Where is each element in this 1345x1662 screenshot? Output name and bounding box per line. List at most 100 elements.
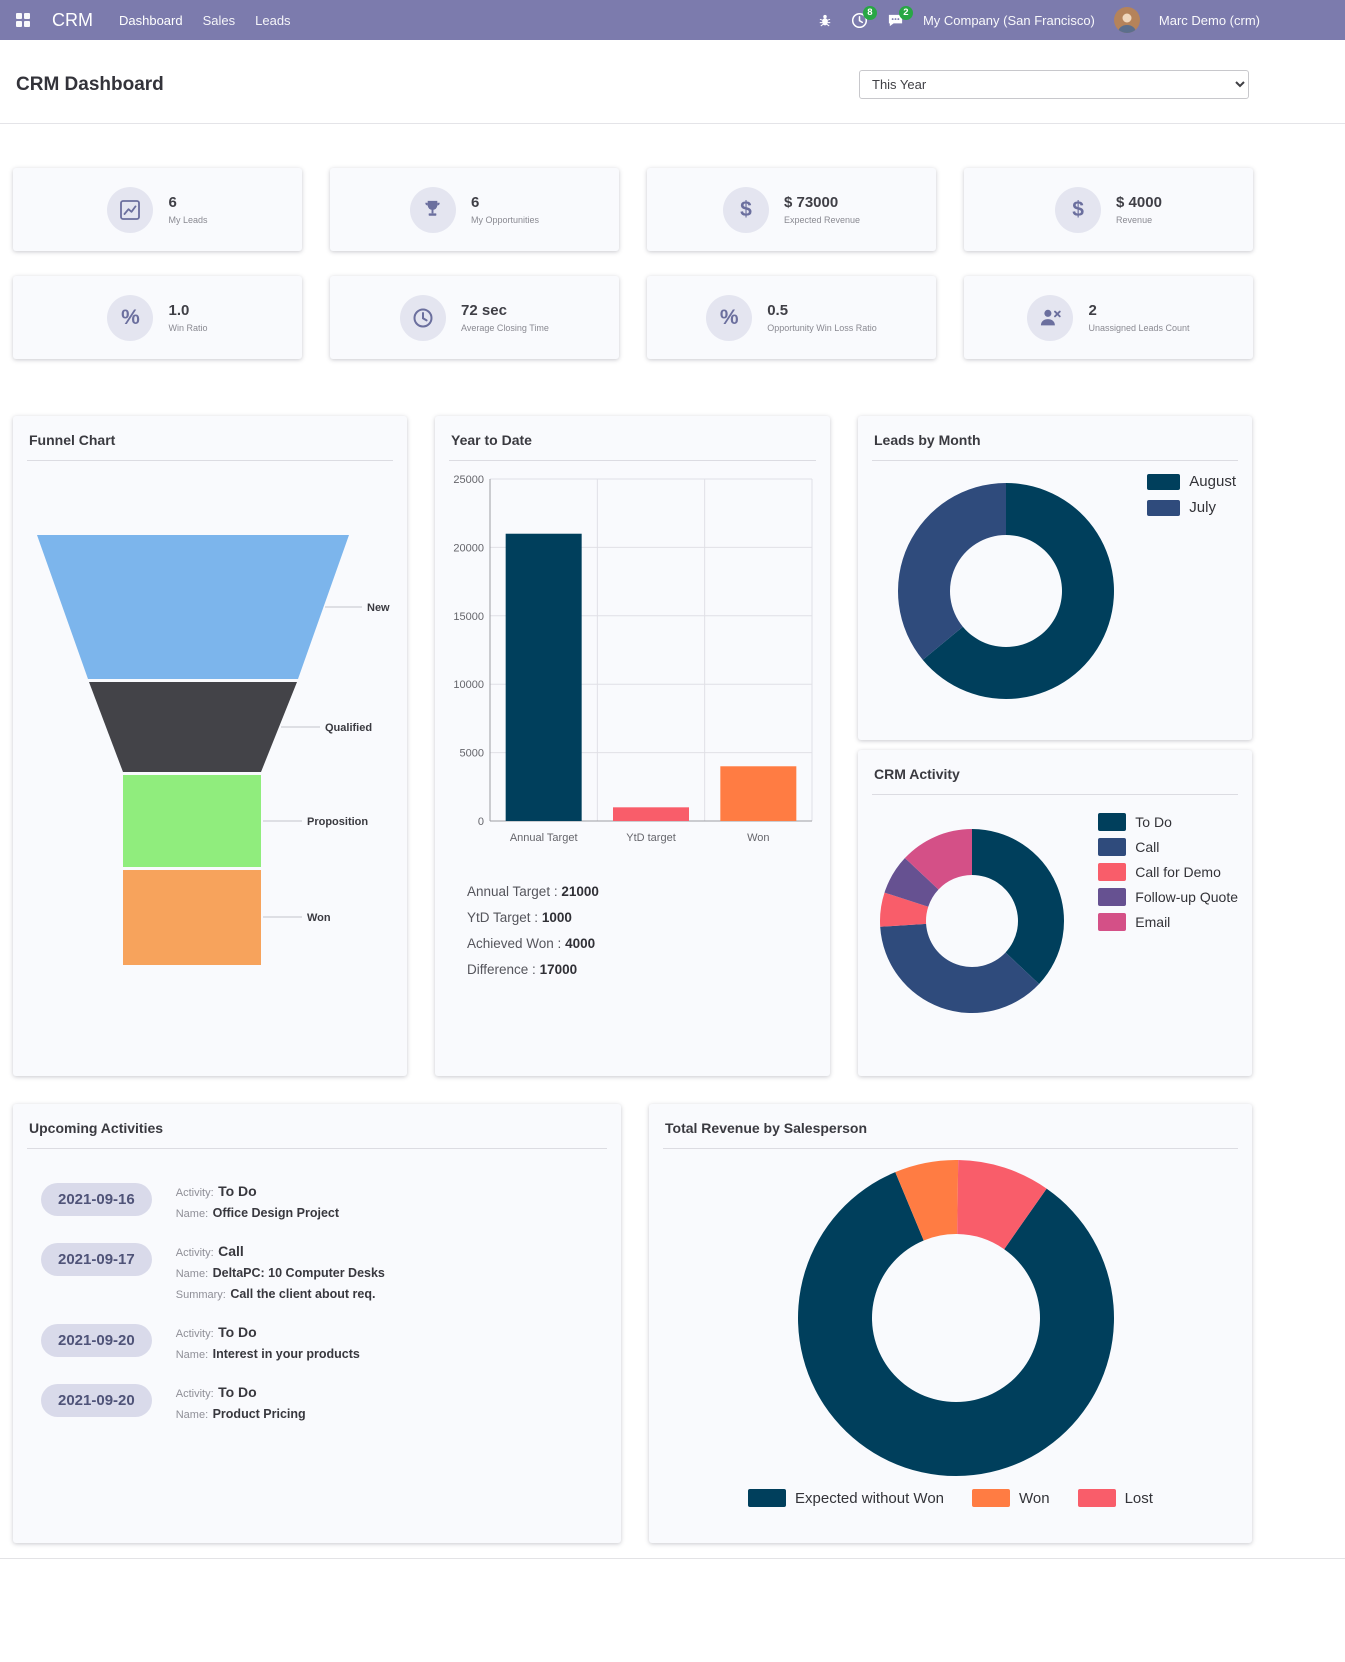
- leads-by-month-legend: August July: [1147, 473, 1236, 516]
- funnel-chart-panel: Funnel Chart New Qualified Proposition Won: [13, 416, 407, 1076]
- panel-divider: [872, 794, 1238, 795]
- kpi-value: 2: [1088, 302, 1097, 319]
- pie-slice-to-do[interactable]: [972, 829, 1065, 984]
- activity-date-pill: 2021-09-16: [41, 1183, 152, 1216]
- legend-item-lost[interactable]: Lost: [1077, 1489, 1153, 1507]
- activity-type: To Do: [218, 1324, 257, 1340]
- right-chart-column: Leads by Month August July CRM Activity T…: [858, 416, 1252, 1076]
- legend-swatch: [1077, 1489, 1116, 1507]
- app-name[interactable]: CRM: [52, 9, 93, 30]
- pie-slice-july[interactable]: [897, 483, 1006, 660]
- chart-text: 5000: [460, 748, 484, 760]
- legend-item-august[interactable]: August: [1147, 473, 1236, 490]
- legend-swatch: [748, 1489, 787, 1507]
- activity-row: 2021-09-17 Activity: Call Name: DeltaPC:…: [41, 1243, 607, 1306]
- bar-won[interactable]: [720, 766, 797, 821]
- nav-item-sales[interactable]: Sales: [202, 12, 236, 28]
- legend-swatch: [1147, 473, 1181, 490]
- legend-item-to-do[interactable]: To Do: [1098, 813, 1238, 831]
- legend-label: July: [1189, 499, 1216, 516]
- kpi-card-revenue[interactable]: $ $ 4000 Revenue: [964, 168, 1253, 251]
- user-menu[interactable]: Marc Demo (crm): [1158, 12, 1260, 28]
- activities-clock-icon[interactable]: 8: [851, 5, 877, 29]
- legend-label: Won: [1019, 1489, 1050, 1507]
- dashboard-content: 6 My Leads 6 My Opportunities $ $ 73000 Exp…: [13, 168, 1253, 1543]
- kpi-card-opportunity-win-loss-ratio[interactable]: % 0.5 Opportunity Win Loss Ratio: [647, 276, 936, 359]
- pie-slice-won[interactable]: [895, 1160, 959, 1241]
- activity-summary: Call the client about req.: [230, 1287, 376, 1301]
- line-chart-icon: [107, 186, 154, 233]
- header-divider: [0, 123, 1345, 124]
- kpi-card-my-opportunities[interactable]: 6 My Opportunities: [330, 168, 619, 251]
- pie-slice-call-for-demo[interactable]: [879, 892, 929, 927]
- debug-bug-icon[interactable]: [818, 13, 832, 27]
- kpi-card-my-leads[interactable]: 6 My Leads: [13, 168, 302, 251]
- percent-icon: %: [107, 294, 154, 341]
- legend-item-july[interactable]: July: [1147, 499, 1236, 516]
- bar-ytd-target[interactable]: [613, 807, 689, 821]
- apps-menu-icon[interactable]: [16, 13, 30, 27]
- legend-item-expected-without-won[interactable]: Expected without Won: [748, 1489, 944, 1507]
- user-avatar[interactable]: [1113, 7, 1140, 33]
- pie-slice-email[interactable]: [904, 829, 972, 890]
- activity-row: 2021-09-16 Activity: To Do Name: Office …: [41, 1183, 607, 1225]
- kpi-card-average-closing-time[interactable]: 72 sec Average Closing Time: [330, 276, 619, 359]
- legend-item-call-for-demo[interactable]: Call for Demo: [1098, 863, 1238, 881]
- pie-slice-call[interactable]: [880, 923, 1040, 1014]
- kpi-label: Win Ratio: [168, 323, 208, 333]
- legend-item-call[interactable]: Call: [1098, 838, 1238, 856]
- pie-slice-lost[interactable]: [957, 1160, 1047, 1250]
- legend-label: Expected without Won: [795, 1489, 945, 1507]
- funnel-chart: New Qualified Proposition Won: [37, 535, 390, 965]
- legend-item-won[interactable]: Won: [972, 1489, 1050, 1507]
- bottom-row: Upcoming Activities 2021-09-16 Activity:…: [13, 1104, 1253, 1543]
- funnel-stage-won[interactable]: [123, 870, 261, 965]
- kpi-label: My Leads: [168, 215, 208, 225]
- legend-swatch: [1098, 913, 1127, 931]
- funnel-stage-new[interactable]: [37, 535, 349, 679]
- chart-text: New: [367, 602, 390, 614]
- period-filter-select[interactable]: This Year: [859, 70, 1249, 99]
- panel-divider: [663, 1148, 1238, 1149]
- kpi-card-win-ratio[interactable]: % 1.0 Win Ratio: [13, 276, 302, 359]
- clock-icon: [400, 294, 447, 341]
- trophy-icon: [409, 186, 456, 233]
- funnel-stage-proposition[interactable]: [123, 775, 261, 867]
- panel-title: Funnel Chart: [29, 432, 116, 448]
- messages-chat-icon[interactable]: 2: [887, 5, 913, 29]
- bar-annual-target[interactable]: [505, 533, 582, 821]
- legend-swatch: [1098, 888, 1127, 906]
- pie-slice-follow-up-quote[interactable]: [884, 858, 939, 907]
- crm-activity-panel: CRM Activity To Do Call Call for Demo Follo…: [858, 750, 1252, 1076]
- legend-item-email[interactable]: Email: [1098, 913, 1238, 931]
- user-x-icon: [1027, 294, 1074, 341]
- person-glyph: [1117, 13, 1136, 33]
- pie-slice-expected-without-won[interactable]: [798, 1172, 1115, 1476]
- kpi-card-unassigned-leads[interactable]: 2 Unassigned Leads Count: [964, 276, 1253, 359]
- panel-divider: [27, 1148, 607, 1149]
- activity-row: 2021-09-20 Activity: To Do Name: Interes…: [41, 1324, 607, 1366]
- kpi-value: 6: [470, 194, 480, 211]
- company-switcher[interactable]: My Company (San Francisco): [922, 12, 1095, 28]
- kpi-value: 0.5: [767, 302, 789, 319]
- messages-badge: 2: [898, 5, 913, 20]
- nav-item-leads[interactable]: Leads: [255, 12, 291, 28]
- chart-text: Annual Target: [510, 832, 578, 844]
- activity-type: To Do: [218, 1384, 257, 1400]
- legend-label: Call for Demo: [1135, 864, 1221, 880]
- field-label: Activity:: [175, 1328, 214, 1340]
- nav-item-dashboard[interactable]: Dashboard: [119, 12, 183, 28]
- panel-divider: [449, 460, 816, 461]
- kpi-label: Revenue: [1116, 215, 1153, 225]
- kpi-label: Opportunity Win Loss Ratio: [767, 323, 877, 333]
- legend-item-follow-up-quote[interactable]: Follow-up Quote: [1098, 888, 1238, 906]
- dollar-icon: $: [722, 186, 769, 233]
- legend-label: To Do: [1135, 814, 1172, 830]
- chart-text: 20000: [453, 542, 484, 554]
- funnel-stage-qualified[interactable]: [89, 682, 297, 772]
- panel-title: Year to Date: [451, 432, 532, 448]
- activity-name: Product Pricing: [212, 1407, 306, 1421]
- kpi-grid: 6 My Leads 6 My Opportunities $ $ 73000 Exp…: [13, 168, 1253, 359]
- kpi-card-expected-revenue[interactable]: $ $ 73000 Expected Revenue: [647, 168, 936, 251]
- pie-slice-august[interactable]: [922, 483, 1114, 699]
